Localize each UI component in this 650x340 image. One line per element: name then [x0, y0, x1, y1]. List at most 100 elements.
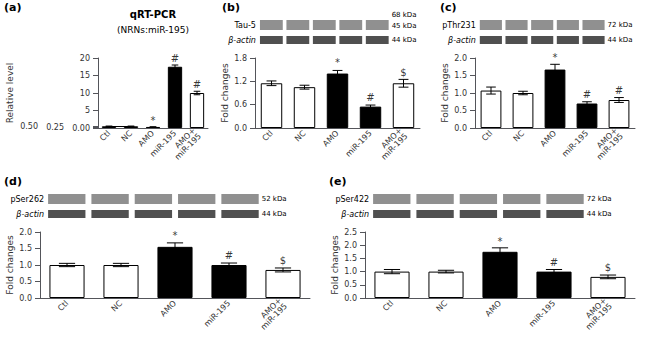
svg-text:(a): (a)	[4, 1, 21, 14]
svg-text:miR-195: miR-195	[560, 129, 590, 159]
svg-text:*: *	[173, 230, 178, 241]
svg-text:0.0: 0.0	[344, 294, 357, 303]
svg-text:AMO: AMO	[159, 299, 179, 319]
svg-text:10: 10	[80, 89, 90, 98]
svg-text:NC: NC	[435, 299, 450, 314]
svg-text:β-actin: β-actin	[227, 36, 256, 45]
svg-text:Ctl: Ctl	[261, 129, 275, 143]
svg-text:#: #	[615, 85, 623, 96]
svg-text:1.5: 1.5	[344, 254, 357, 263]
svg-text:NC: NC	[512, 129, 527, 144]
svg-text:NC: NC	[120, 129, 135, 144]
svg-text:miR-195: miR-195	[344, 129, 374, 159]
svg-text:1.0: 1.0	[19, 261, 32, 270]
svg-text:miR-195: miR-195	[202, 299, 232, 329]
svg-text:0.25: 0.25	[46, 123, 64, 132]
svg-text:$: $	[605, 262, 611, 273]
svg-text:miR-195: miR-195	[380, 132, 410, 162]
svg-text:pThr231: pThr231	[442, 21, 476, 30]
svg-text:Tau-5: Tau-5	[233, 21, 256, 30]
svg-text:0.5: 0.5	[454, 106, 467, 115]
svg-text:β-actin: β-actin	[15, 210, 44, 219]
svg-text:0.0: 0.0	[454, 124, 467, 133]
svg-text:miR-195: miR-195	[259, 302, 289, 332]
svg-text:β-actin: β-actin	[340, 210, 369, 219]
svg-text:0.6: 0.6	[234, 100, 247, 109]
svg-text:$: $	[400, 67, 406, 78]
svg-text:1.5: 1.5	[454, 71, 467, 80]
svg-text:2.0: 2.0	[344, 241, 357, 250]
svg-text:Fold changes: Fold changes	[440, 63, 450, 123]
svg-text:Ctl: Ctl	[381, 299, 395, 313]
svg-text:(e): (e)	[329, 175, 347, 188]
svg-text:#: #	[583, 89, 591, 100]
svg-text:#: #	[366, 92, 374, 103]
svg-text:20: 20	[80, 54, 90, 63]
svg-text:AMO+: AMO+	[379, 126, 404, 151]
svg-text:Relative level: Relative level	[5, 63, 15, 124]
svg-text:44 kDa: 44 kDa	[608, 36, 633, 44]
svg-text:44 kDa: 44 kDa	[587, 210, 612, 218]
svg-text:AMO: AMO	[137, 129, 157, 149]
svg-text:72 kDa: 72 kDa	[608, 21, 633, 29]
svg-text:#: #	[550, 257, 558, 268]
svg-text:AMO+: AMO+	[595, 126, 620, 151]
svg-text:5: 5	[85, 106, 90, 115]
svg-text:pSer262: pSer262	[10, 195, 44, 204]
svg-text:qRT-PCR: qRT-PCR	[130, 9, 177, 20]
svg-text:1.5: 1.5	[19, 244, 32, 253]
svg-text:Fold changes: Fold changes	[5, 235, 15, 295]
svg-text:miR-195: miR-195	[148, 128, 179, 159]
svg-text:0.00: 0.00	[72, 124, 90, 133]
svg-text:*: *	[335, 57, 340, 68]
svg-text:(d): (d)	[4, 175, 22, 188]
svg-text:2.5: 2.5	[344, 228, 357, 237]
svg-text:(NRNs:miR-195): (NRNs:miR-195)	[117, 25, 189, 35]
svg-text:0.50: 0.50	[20, 122, 38, 131]
svg-text:Ctl: Ctl	[480, 129, 494, 143]
svg-text:1.8: 1.8	[234, 54, 247, 63]
svg-text:2.0: 2.0	[454, 54, 467, 63]
svg-text:1.0: 1.0	[454, 89, 467, 98]
svg-text:NC: NC	[110, 299, 125, 314]
svg-text:NC: NC	[293, 129, 308, 144]
svg-text:*: *	[498, 236, 503, 247]
svg-text:#: #	[193, 79, 201, 90]
svg-text:miR-195: miR-195	[584, 302, 614, 332]
svg-text:miR-195: miR-195	[173, 132, 203, 162]
svg-text:72 kDa: 72 kDa	[587, 195, 612, 203]
svg-text:15: 15	[80, 71, 90, 80]
svg-text:AMO: AMO	[539, 129, 559, 149]
svg-text:(c): (c)	[440, 1, 457, 14]
svg-text:#: #	[225, 250, 233, 261]
svg-text:52 kDa: 52 kDa	[262, 195, 287, 203]
svg-text:Fold changes: Fold changes	[220, 63, 230, 123]
svg-text:44 kDa: 44 kDa	[262, 210, 287, 218]
svg-text:1.2: 1.2	[234, 77, 247, 86]
svg-text:0.5: 0.5	[344, 280, 357, 289]
svg-text:2.0: 2.0	[19, 228, 32, 237]
svg-text:pSer422: pSer422	[335, 195, 369, 204]
svg-text:AMO+: AMO+	[173, 126, 198, 151]
svg-text:(b): (b)	[222, 1, 240, 14]
svg-text:44 kDa: 44 kDa	[392, 36, 417, 44]
svg-text:Ctl: Ctl	[98, 129, 112, 143]
svg-text:Ctl: Ctl	[56, 299, 70, 313]
svg-text:AMO: AMO	[484, 299, 504, 319]
svg-text:0.0: 0.0	[234, 124, 247, 133]
svg-text:*: *	[553, 52, 558, 63]
svg-text:$: $	[280, 255, 286, 266]
svg-text:β-actin: β-actin	[447, 36, 476, 45]
svg-text:1.0: 1.0	[344, 267, 357, 276]
svg-text:Fold changes: Fold changes	[330, 235, 340, 295]
svg-text:#: #	[171, 53, 179, 64]
svg-text:AMO: AMO	[321, 129, 341, 149]
svg-text:45 kDa: 45 kDa	[392, 22, 417, 30]
svg-text:miR-195: miR-195	[595, 132, 625, 162]
svg-text:68 kDa: 68 kDa	[392, 11, 417, 19]
svg-text:0.5: 0.5	[19, 277, 32, 286]
svg-text:0.0: 0.0	[19, 294, 32, 303]
svg-text:AMO+: AMO+	[259, 296, 284, 321]
svg-text:*: *	[151, 115, 156, 126]
svg-text:miR-195: miR-195	[527, 299, 557, 329]
